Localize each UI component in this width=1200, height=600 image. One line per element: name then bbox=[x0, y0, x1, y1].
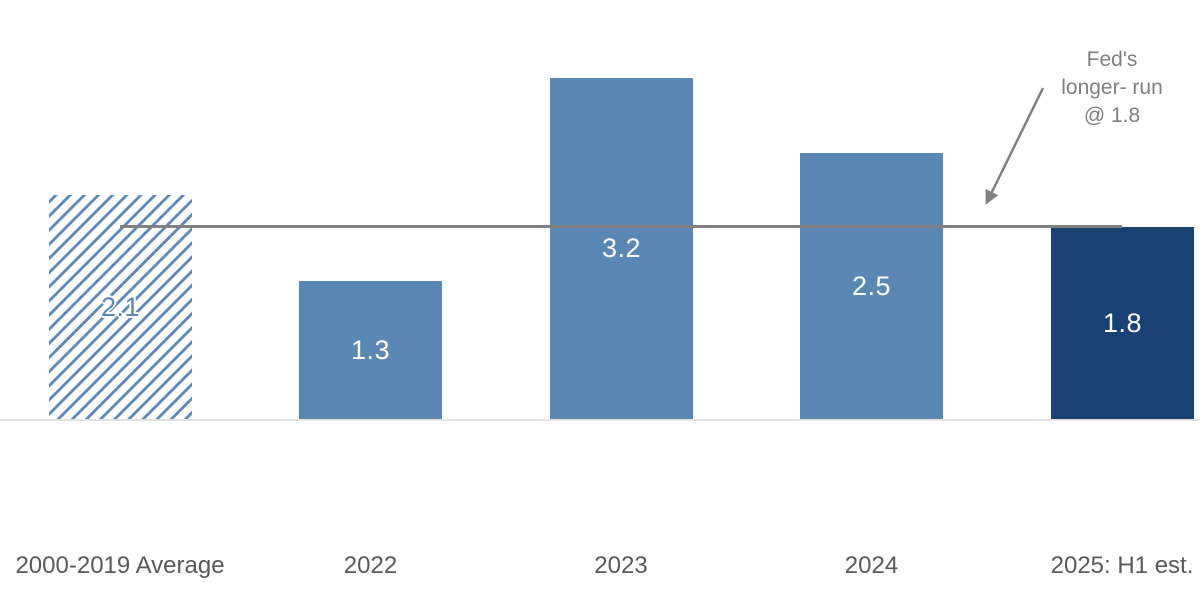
bar-2023: 3.2 bbox=[550, 78, 693, 419]
x-axis-baseline bbox=[0, 419, 1200, 421]
bar-value-label: 3.2 bbox=[601, 233, 642, 263]
bar-2024: 2.5 bbox=[800, 153, 943, 419]
annotation-line-3: @ 1.8 bbox=[1083, 104, 1141, 127]
x-axis-label-2024: 2024 bbox=[844, 552, 899, 579]
x-axis-label-2022: 2022 bbox=[343, 552, 398, 579]
bar-value-label: 1.3 bbox=[350, 334, 391, 365]
x-axis-label-2025-h1-est: 2025: H1 est. bbox=[1050, 552, 1194, 579]
bar-2025-h1-est: 1.8 bbox=[1051, 227, 1194, 419]
bar-2000-2019-average: 2.1 bbox=[49, 195, 192, 419]
x-axis-label-2023: 2023 bbox=[594, 552, 648, 579]
bar-value-label: 2.1 bbox=[100, 291, 141, 322]
annotation-line-1: Fed's bbox=[1086, 48, 1138, 71]
bar-value-label: 2.5 bbox=[851, 270, 892, 301]
reference-line-annotation: Fed's longer- run @ 1.8 bbox=[1048, 46, 1176, 130]
fed-longer-run-reference-line bbox=[120, 225, 1122, 228]
x-axis-label-2000-2019-average: 2000-2019 Average bbox=[15, 552, 225, 579]
hatch-pattern bbox=[49, 195, 192, 419]
bar-value-label: 1.8 bbox=[1102, 307, 1143, 338]
bar-2022: 1.3 bbox=[299, 281, 442, 419]
annotation-line-2: longer- run bbox=[1061, 76, 1163, 99]
